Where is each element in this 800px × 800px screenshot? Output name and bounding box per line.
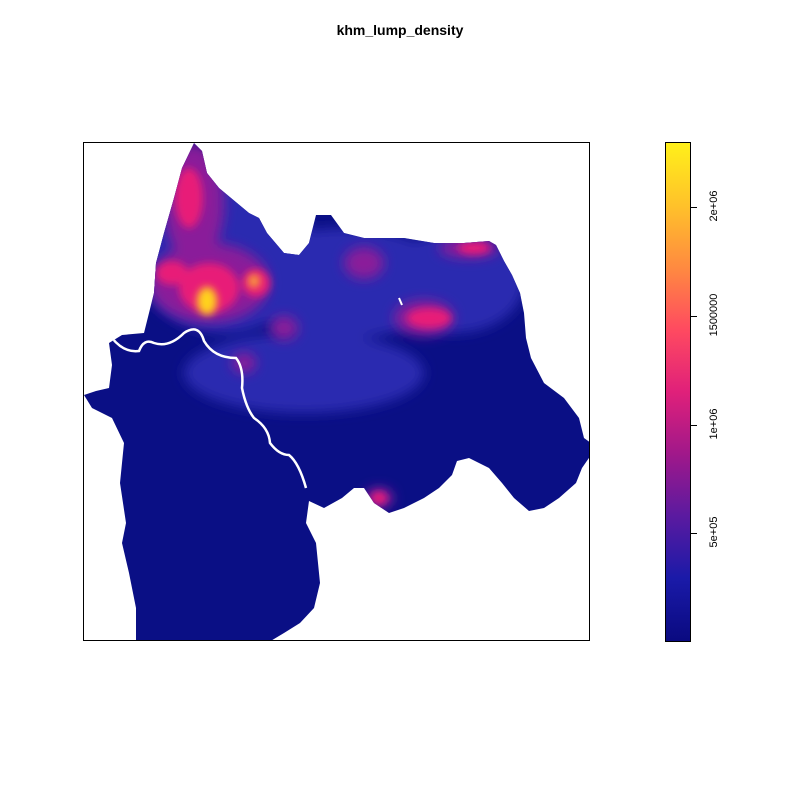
- legend-tick-label: 1e+06: [708, 408, 720, 440]
- density-surface: [84, 143, 589, 640]
- legend-tick: [691, 533, 697, 534]
- river-line: [111, 328, 308, 489]
- plot-title: khm_lump_density: [336, 22, 464, 38]
- legend-tick-label: 5e+05: [708, 516, 720, 548]
- legend-tick: [691, 425, 697, 426]
- peak-density-blobs: [197, 274, 260, 315]
- legend-tick: [691, 316, 697, 317]
- legend-tick-label: 1500000: [708, 293, 720, 337]
- map-panel: [83, 142, 590, 641]
- density-map: [84, 143, 589, 640]
- legend-tick: [691, 207, 697, 208]
- river-fragment: [398, 297, 403, 306]
- legend-tick-label: 2e+06: [708, 190, 720, 222]
- legend-colorbar: [665, 142, 691, 642]
